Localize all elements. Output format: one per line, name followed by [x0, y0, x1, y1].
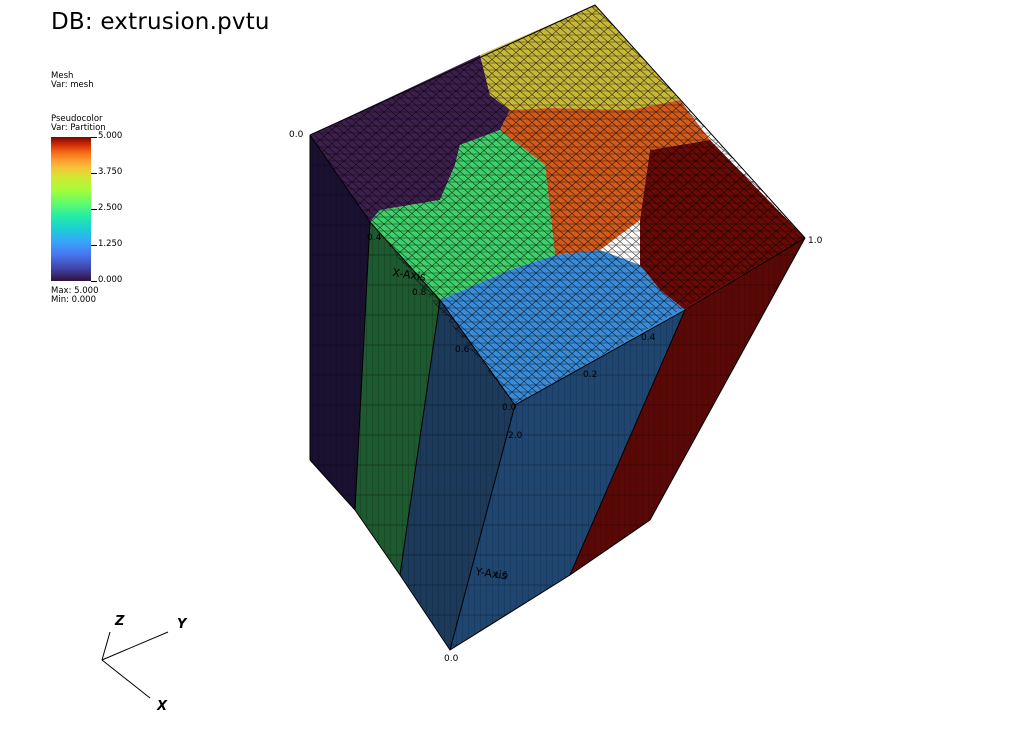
- triad-x-axis: [101, 659, 151, 699]
- z-tick-label: 1.5: [494, 571, 508, 581]
- right-face-blue: [450, 310, 685, 650]
- triad-z-label: Z: [114, 614, 125, 629]
- right-face-red: [570, 238, 805, 575]
- x-tick-label: 0.4: [367, 233, 382, 243]
- mesh-legend: Mesh Var: mesh: [51, 72, 94, 90]
- front-face-blue: [400, 300, 515, 650]
- corner-label-bottom: 0.0: [444, 654, 459, 664]
- y-tick-label: 0.2: [583, 370, 597, 380]
- colorbar-tick-label: 2.500: [98, 203, 123, 213]
- colorbar-tick: [91, 245, 97, 246]
- pseudocolor-legend-var: Var: Partition: [51, 123, 106, 133]
- y-axis-title: Y-Axis: [474, 565, 509, 582]
- colorbar-min-label: Min: 0.000: [51, 295, 96, 305]
- colorbar-tick: [91, 173, 97, 174]
- x-tick-label: 0.8: [412, 288, 427, 298]
- colorbar-tick-label: 0.000: [98, 275, 123, 285]
- axis-annotations: 0.0 1.0 0.0 X-Axis Y-Axis 0.4 0.6 0.8 0.…: [289, 130, 823, 664]
- z-tick-label: 2.0: [508, 431, 523, 441]
- colorbar-tick-label: 1.250: [98, 239, 123, 249]
- x-tick-label: 0.6: [455, 345, 470, 355]
- colorbar-tick: [91, 137, 97, 138]
- triad-z-axis: [101, 631, 111, 661]
- database-title: DB: extrusion.pvtu: [51, 9, 270, 35]
- triad-y-label: Y: [177, 617, 188, 632]
- colorbar-tick: [91, 209, 97, 210]
- colorbar-max-label: Max: 5.000: [51, 286, 99, 296]
- bounding-edges: [309, 4, 806, 651]
- corner-label-max: 1.0: [808, 236, 823, 246]
- corner-label-origin: 0.0: [289, 130, 304, 140]
- triad-y-axis: [101, 631, 169, 661]
- colorbar-tick: [91, 281, 97, 282]
- left-face: [310, 135, 370, 510]
- top-face: [310, 5, 805, 405]
- triad-x-label: X: [156, 699, 168, 714]
- colorbar-tick-label: 5.000: [98, 131, 123, 141]
- front-face-green: [355, 222, 440, 575]
- pseudocolor-colorbar: [51, 137, 91, 281]
- y-tick-label: 0.4: [641, 333, 656, 343]
- x-axis-title: X-Axis: [392, 266, 427, 284]
- mesh-legend-var: Var: mesh: [51, 80, 94, 90]
- pseudocolor-legend-plot-name: Pseudocolor: [51, 114, 103, 124]
- orientation-triad: [101, 631, 169, 699]
- pseudocolor-legend: Pseudocolor Var: Partition: [51, 115, 106, 133]
- y-tick-label: 0.0: [502, 403, 517, 413]
- mesh-legend-plot-name: Mesh: [51, 71, 74, 81]
- colorbar-tick-label: 3.750: [98, 167, 123, 177]
